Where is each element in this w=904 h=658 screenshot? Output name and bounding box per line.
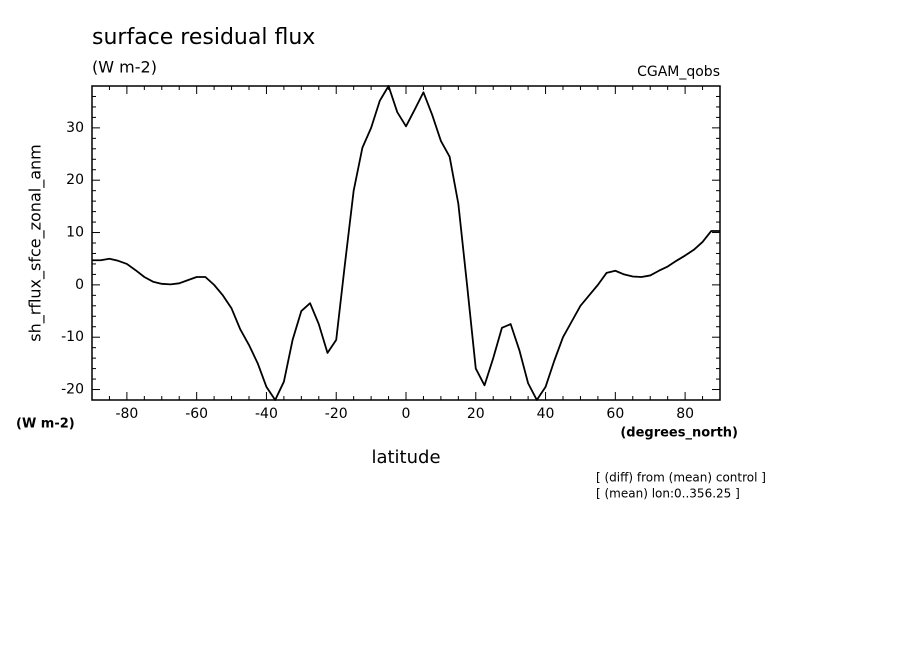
y-tick-label: 0 [75,277,84,293]
x-units: (degrees_north) [620,426,738,441]
x-tick-label: -40 [255,406,278,422]
x-tick-label: 80 [676,406,694,422]
x-tick-label: -20 [325,406,348,422]
y-tick-label: -20 [61,382,84,398]
note: [ (mean) lon:0..356.25 ] [596,487,740,501]
y-tick-label: 10 [66,225,84,241]
y-units: (W m-2) [16,417,75,432]
x-axis-label: latitude [371,447,440,468]
note: [ (diff) from (mean) control ] [596,471,766,485]
x-tick-label: 40 [537,406,555,422]
y-tick-label: 20 [66,172,84,188]
annotation: CGAM_qobs [637,64,720,80]
plot-frame [91,85,721,401]
chart-title: surface residual flux [92,25,315,50]
x-tick-label: 0 [402,406,411,422]
y-axis-label: sh_rflux_sfce_zonal_anm [26,144,46,341]
line [92,85,720,401]
x-tick-label: 20 [467,406,485,422]
x-tick-label: -60 [185,406,208,422]
x-tick-label: 60 [606,406,624,422]
y-tick-label: -10 [61,329,84,345]
x-tick-label: -80 [115,406,138,422]
y-tick-label: 30 [66,120,84,136]
chart-subtitle: (W m-2) [92,58,157,77]
